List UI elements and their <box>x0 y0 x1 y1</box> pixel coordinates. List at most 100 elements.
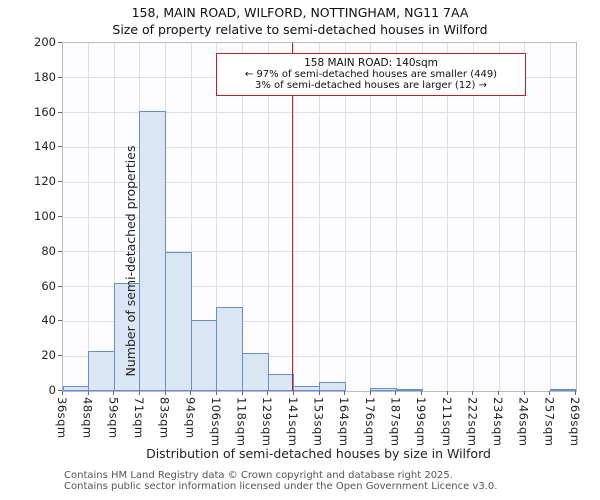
v-gridline <box>344 43 346 391</box>
x-tick-label: 118sqm <box>234 397 249 447</box>
x-tick-mark <box>421 391 423 395</box>
y-tick-mark <box>58 285 62 287</box>
x-tick-mark <box>549 391 551 395</box>
v-gridline <box>549 43 551 391</box>
x-tick-mark <box>575 391 576 395</box>
x-tick-mark <box>498 391 500 395</box>
x-tick-label: 71sqm <box>131 397 146 439</box>
v-gridline <box>216 43 218 391</box>
annotation-property-label: 158 MAIN ROAD: 140sqm <box>304 57 438 69</box>
histogram-bar <box>190 319 218 391</box>
v-gridline <box>370 43 372 391</box>
x-tick-label: 234sqm <box>491 397 506 447</box>
annotation-larger-stat: 3% of semi-detached houses are larger (1… <box>254 80 488 91</box>
annotation-smaller-stat: ← 97% of semi-detached houses are smalle… <box>244 69 498 80</box>
x-tick-mark <box>164 391 166 395</box>
histogram-bar <box>370 387 397 391</box>
chart-title: 158, MAIN ROAD, WILFORD, NOTTINGHAM, NG1… <box>131 5 469 20</box>
v-gridline <box>242 43 244 391</box>
x-tick-label: 187sqm <box>388 397 403 447</box>
x-tick-mark <box>523 391 525 395</box>
x-tick-mark <box>472 391 474 395</box>
x-tick-mark <box>292 391 294 395</box>
x-tick-label: 94sqm <box>183 397 198 439</box>
histogram-bar <box>319 382 346 391</box>
histogram-bar <box>242 352 269 391</box>
x-tick-label: 153sqm <box>311 397 326 447</box>
histogram-bar <box>88 350 115 391</box>
x-tick-label: 199sqm <box>414 397 429 447</box>
y-tick-mark <box>58 355 62 357</box>
x-tick-mark <box>62 391 63 395</box>
histogram-bar <box>293 385 320 391</box>
x-tick-mark <box>87 391 89 395</box>
x-tick-label: 257sqm <box>542 397 557 447</box>
x-tick-mark <box>241 391 243 395</box>
y-tick-label: 40 <box>41 313 56 328</box>
x-tick-mark <box>113 391 115 395</box>
y-tick-label: 60 <box>41 278 56 293</box>
v-gridline <box>498 43 500 391</box>
property-size-marker-line <box>291 43 294 391</box>
x-tick-mark <box>344 391 346 395</box>
histogram-bar <box>549 389 577 391</box>
histogram-bar <box>216 307 244 391</box>
footer-attribution-line1: Contains HM Land Registry data © Crown c… <box>64 470 453 481</box>
y-tick-label: 160 <box>34 104 56 119</box>
v-gridline <box>293 43 295 391</box>
histogram-bar <box>62 385 90 391</box>
x-tick-mark <box>395 391 397 395</box>
x-tick-label: 246sqm <box>516 397 531 447</box>
y-tick-label: 0 <box>48 383 56 397</box>
histogram-bar <box>395 389 423 391</box>
y-tick-mark <box>58 390 62 391</box>
v-gridline <box>524 43 526 391</box>
histogram-bar <box>165 251 192 391</box>
x-tick-label: 164sqm <box>337 397 352 447</box>
v-gridline <box>267 43 269 391</box>
x-tick-mark <box>190 391 192 395</box>
x-tick-label: 176sqm <box>362 397 377 447</box>
annotation-box: 158 MAIN ROAD: 140sqm ← 97% of semi-deta… <box>216 53 526 96</box>
y-tick-label: 80 <box>41 243 56 258</box>
histogram-bar <box>139 110 167 391</box>
v-gridline <box>113 43 115 391</box>
y-tick-mark <box>58 42 62 43</box>
footer-attribution-line2: Contains public sector information licen… <box>64 481 498 492</box>
x-tick-label: 36sqm <box>55 397 69 439</box>
x-tick-label: 211sqm <box>439 397 454 447</box>
y-tick-label: 200 <box>34 35 56 49</box>
y-tick-mark <box>58 111 62 113</box>
y-tick-label: 120 <box>34 174 56 189</box>
x-tick-mark <box>446 391 448 395</box>
v-gridline <box>421 43 423 391</box>
y-tick-mark <box>58 146 62 148</box>
plot-area: 158 MAIN ROAD: 140sqm ← 97% of semi-deta… <box>62 42 577 392</box>
x-tick-label: 83sqm <box>157 397 172 439</box>
x-tick-label: 269sqm <box>568 397 582 447</box>
x-tick-label: 106sqm <box>208 397 223 447</box>
v-gridline <box>88 43 90 391</box>
v-gridline <box>190 43 192 391</box>
v-gridline <box>472 43 474 391</box>
x-tick-mark <box>267 391 269 395</box>
y-tick-label: 20 <box>41 348 56 363</box>
x-tick-mark <box>215 391 217 395</box>
y-tick-label: 100 <box>34 209 56 223</box>
x-tick-mark <box>138 391 140 395</box>
x-tick-mark <box>318 391 320 395</box>
y-tick-mark <box>58 76 62 78</box>
v-gridline <box>319 43 320 391</box>
y-tick-mark <box>58 216 62 217</box>
y-tick-label: 180 <box>34 69 56 84</box>
y-tick-mark <box>58 250 62 252</box>
y-axis-title: Number of semi-detached properties <box>123 145 138 377</box>
x-tick-label: 222sqm <box>465 397 480 447</box>
x-tick-label: 48sqm <box>80 397 95 439</box>
y-tick-label: 140 <box>34 139 56 154</box>
x-tick-label: 129sqm <box>260 397 275 447</box>
x-tick-label: 141sqm <box>285 397 300 447</box>
y-tick-mark <box>58 181 62 183</box>
x-tick-label: 59sqm <box>106 397 121 439</box>
